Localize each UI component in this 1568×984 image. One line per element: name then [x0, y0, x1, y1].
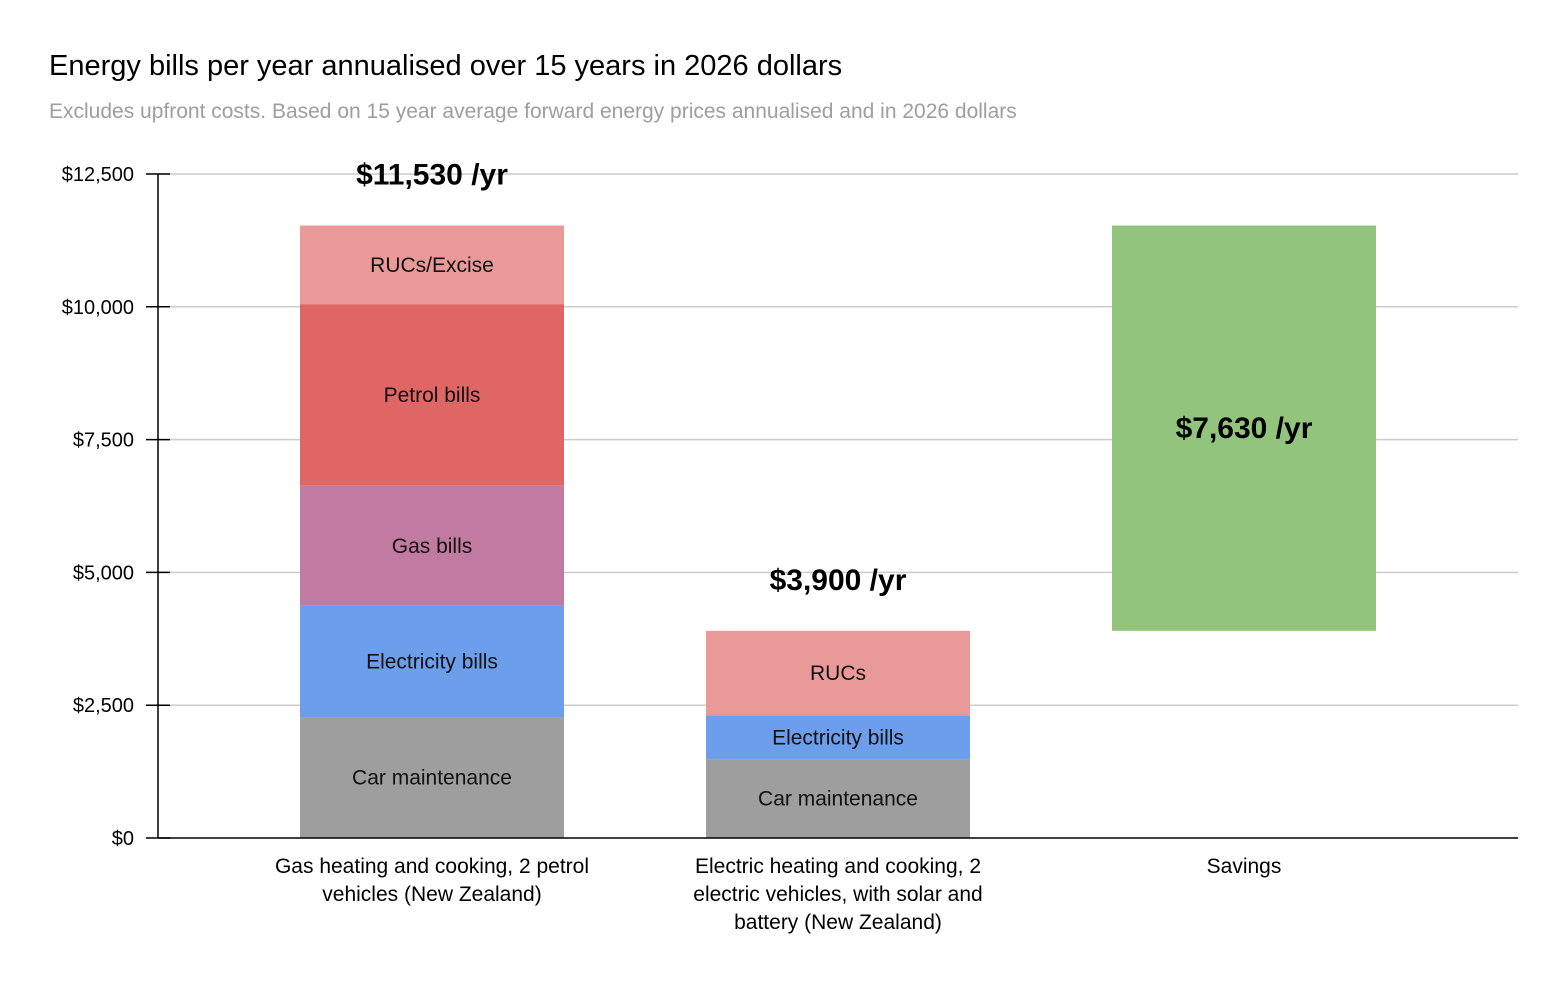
y-tick-label: $12,500: [62, 164, 134, 186]
segment-label: RUCs: [810, 662, 866, 685]
segment-label: Car maintenance: [352, 767, 512, 790]
bar-segment: [300, 304, 564, 486]
chart-title: Energy bills per year annualised over 15…: [49, 50, 843, 82]
segment-label: Petrol bills: [384, 384, 481, 407]
y-tick-label: $5,000: [73, 562, 134, 584]
bar-segment: [300, 717, 564, 838]
bar-segment: [300, 605, 564, 718]
segment-label: Gas bills: [392, 535, 473, 558]
bar-segment: [1112, 225, 1376, 631]
x-category-label: electric vehicles, with solar and: [693, 883, 982, 906]
bar-segment: [706, 759, 970, 838]
y-tick-label: $0: [112, 828, 134, 850]
bar-segment: [706, 630, 970, 716]
x-category-label: Gas heating and cooking, 2 petrol: [275, 855, 589, 878]
y-tick-label: $10,000: [62, 297, 134, 319]
savings-value-label: $7,630 /yr: [1176, 412, 1313, 445]
bar-segment: [300, 225, 564, 305]
segment-label: Car maintenance: [758, 788, 918, 811]
x-category-label: battery (New Zealand): [734, 911, 942, 934]
y-tick-label: $2,500: [73, 695, 134, 717]
x-category-label: vehicles (New Zealand): [322, 883, 541, 906]
y-tick-label: $7,500: [73, 430, 134, 452]
segment-label: Electricity bills: [772, 726, 904, 749]
chart-subtitle: Excludes upfront costs. Based on 15 year…: [49, 100, 1017, 123]
bar-segment: [300, 485, 564, 606]
x-category-label: Savings: [1207, 855, 1282, 878]
segment-label: Electricity bills: [366, 651, 498, 674]
bar-total-label: $3,900 /yr: [770, 564, 907, 597]
bar-segment: [706, 715, 970, 760]
bar-total-label: $11,530 /yr: [356, 159, 508, 192]
x-category-label: Electric heating and cooking, 2: [695, 855, 981, 878]
segment-label: RUCs/Excise: [370, 254, 494, 277]
